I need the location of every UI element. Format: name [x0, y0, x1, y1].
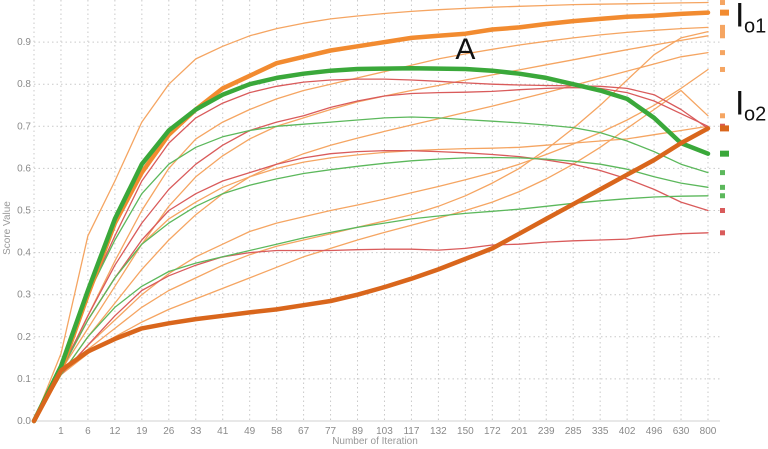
annotation-a: A	[455, 33, 475, 66]
series-end-marker-15	[720, 170, 725, 176]
x-tick-label: 630	[673, 426, 690, 437]
series-line-16	[33, 156, 709, 422]
x-tick-label: 335	[592, 426, 609, 437]
series-end-marker-13	[720, 208, 725, 213]
series-end-marker-3	[720, 0, 725, 6]
series-line-13	[33, 150, 709, 422]
x-tick-label: 402	[619, 426, 636, 437]
y-axis-label: Score Value	[2, 201, 13, 255]
x-tick-label: 103	[376, 426, 393, 437]
y-tick-label: 0.6	[17, 163, 31, 174]
annotation-subscript-o1: o1	[744, 16, 766, 38]
series-line-0	[31, 10, 711, 424]
x-tick-label: 6	[85, 426, 91, 437]
series-group	[31, 0, 729, 424]
annotation-i-o2: I	[735, 84, 744, 122]
y-tick-label: 0.4	[17, 248, 31, 259]
series-line-4	[33, 26, 709, 422]
series-line-9	[33, 125, 709, 422]
x-tick-label: 201	[511, 426, 528, 437]
x-tick-label: 1	[58, 426, 64, 437]
series-end-marker-7	[720, 66, 725, 72]
series-line-8	[33, 89, 709, 422]
series-line-3	[33, 1, 709, 422]
x-axis-label: Number of Iteration	[332, 436, 418, 447]
series-line-17	[33, 195, 709, 422]
x-tick-label: 58	[271, 426, 283, 437]
series-end-marker-6	[720, 50, 725, 56]
x-tick-label: 800	[700, 426, 717, 437]
y-tick-label: 0.2	[17, 332, 31, 343]
series-end-marker-1	[720, 150, 729, 157]
series-end-marker-10	[720, 29, 725, 35]
series-end-marker-17	[720, 193, 725, 199]
x-tick-label: 239	[538, 426, 555, 437]
x-tick-label: 150	[457, 426, 474, 437]
annotation-subscript-o2: o2	[744, 103, 766, 125]
series-end-marker-5	[720, 33, 725, 39]
y-axis-ticks: 0.0 0.1 0.2 0.3 0.4 0.5 0.6 0.7 0.8 0.9	[17, 37, 31, 427]
x-tick-label: 117	[403, 426, 419, 437]
series-line-11	[33, 78, 709, 422]
x-tick-label: 49	[244, 426, 256, 437]
x-tick-label: 132	[430, 426, 447, 437]
x-tick-label: 89	[352, 426, 364, 437]
x-tick-label: 172	[484, 426, 501, 437]
series-line-10	[33, 30, 709, 422]
y-tick-label: 0.9	[17, 37, 31, 48]
series-line-15	[33, 116, 709, 422]
series-line-2	[31, 126, 711, 424]
series-end-marker-8	[720, 113, 725, 119]
x-tick-label: 496	[646, 426, 663, 437]
y-tick-label: 0.8	[17, 79, 31, 90]
series-line-14	[33, 232, 709, 422]
series-line-7	[33, 68, 709, 422]
x-tick-label: 77	[325, 426, 337, 437]
series-line-1	[31, 65, 711, 424]
series-end-marker-16	[720, 184, 725, 190]
series-end-marker-14	[720, 230, 725, 236]
y-tick-label: 0.5	[17, 206, 31, 217]
x-tick-label: 41	[217, 426, 229, 437]
x-tick-label: 33	[190, 426, 202, 437]
x-tick-label: 67	[298, 426, 310, 437]
series-end-marker-0	[720, 9, 729, 16]
x-tick-label: 26	[163, 426, 175, 437]
y-tick-label: 0.3	[17, 290, 31, 301]
y-tick-label: 0.0	[17, 416, 31, 427]
grid	[33, 0, 720, 422]
x-tick-label: 12	[109, 426, 121, 437]
series-line-6	[33, 51, 709, 422]
x-axis-ticks: 1 6 12 19 26 33 41 49 58 67 77 89 103 117 132 150 172 201…	[58, 426, 717, 437]
y-tick-label: 0.1	[17, 374, 31, 385]
x-tick-label: 19	[136, 426, 148, 437]
y-tick-label: 0.7	[17, 121, 31, 132]
annotations: AI o1I o2	[455, 0, 766, 125]
x-tick-label: 285	[565, 426, 582, 437]
annotation-i-o1: I	[735, 0, 744, 35]
series-end-marker-4	[720, 24, 725, 30]
series-end-marker-2	[720, 125, 729, 132]
